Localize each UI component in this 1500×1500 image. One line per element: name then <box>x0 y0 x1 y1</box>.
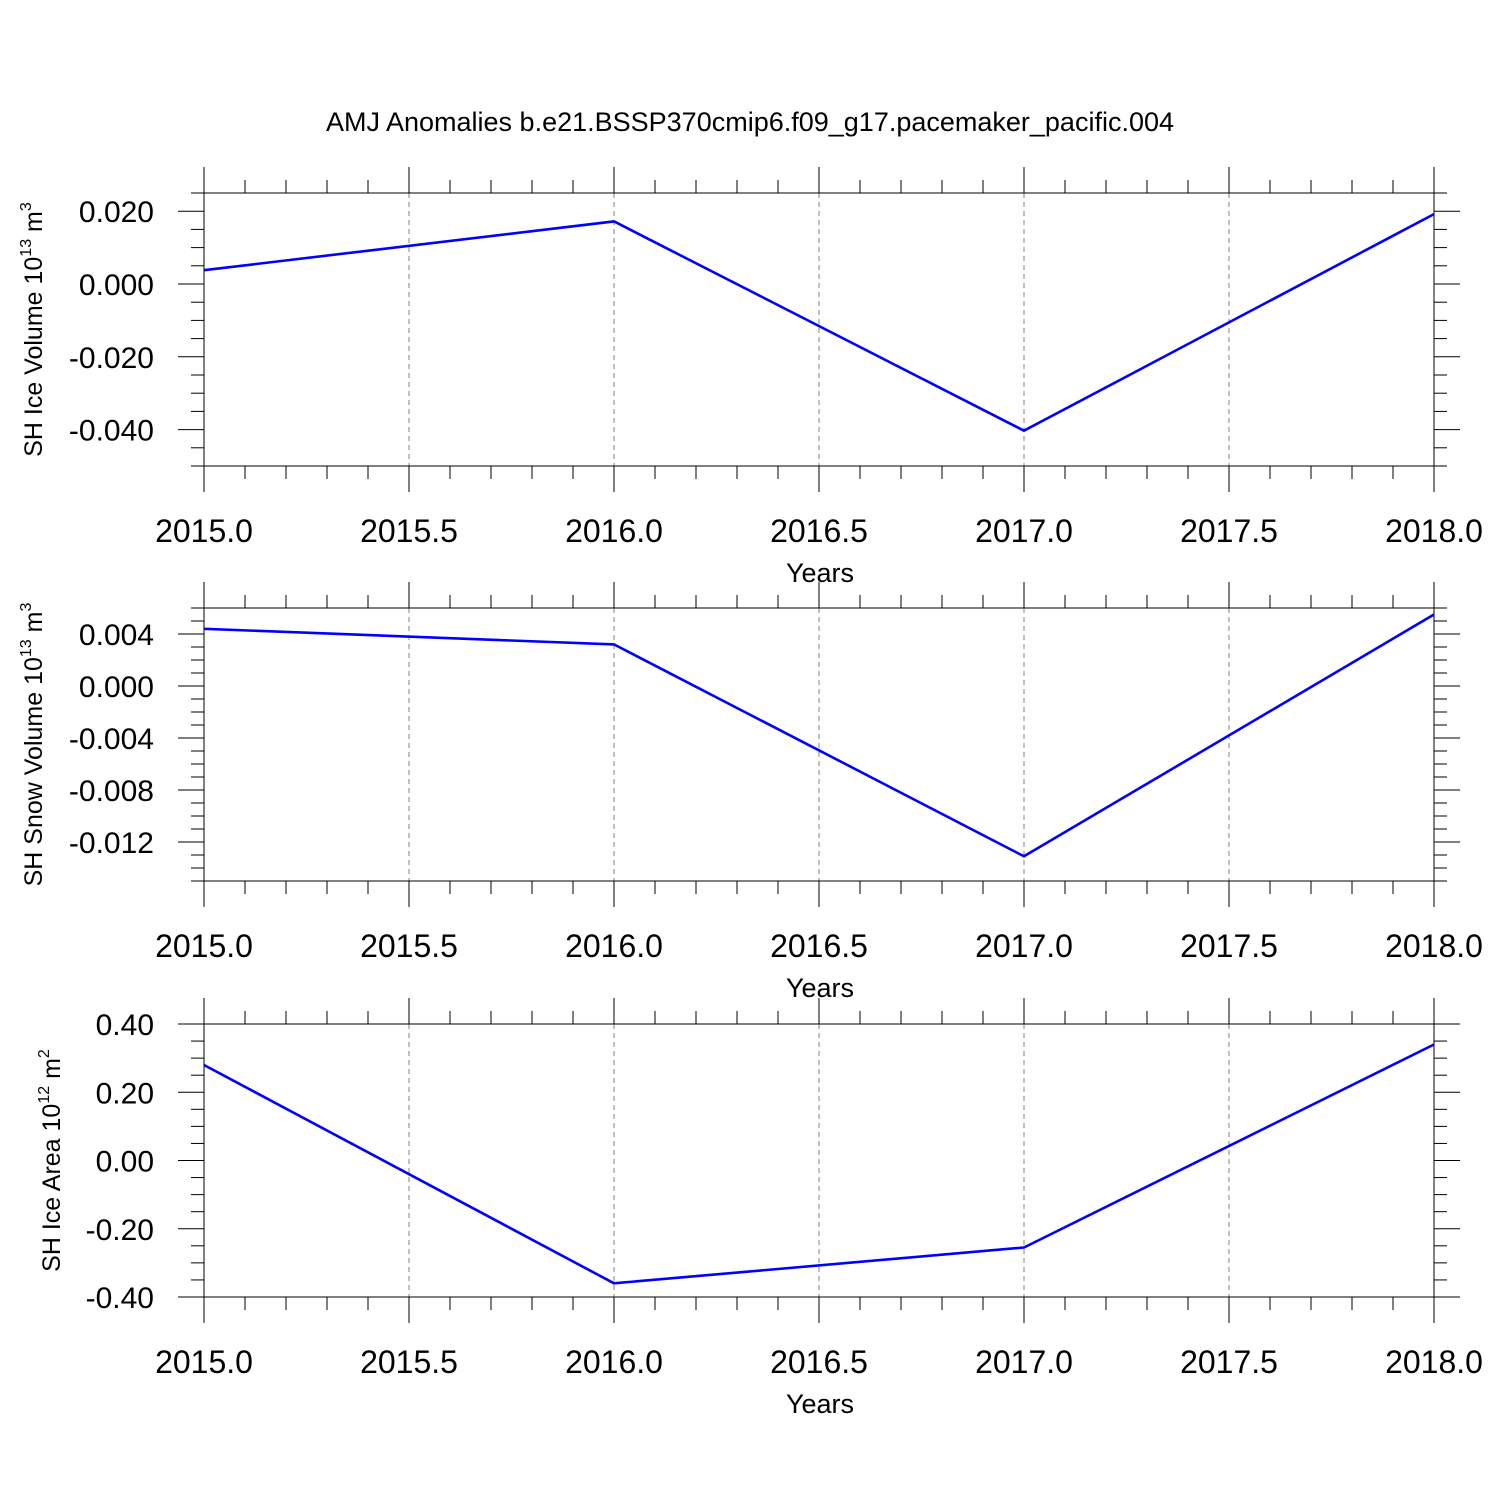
x-tick-label: 2017.5 <box>1180 1344 1278 1380</box>
x-tick-label: 2016.0 <box>565 513 663 549</box>
x-tick-label: 2016.0 <box>565 1344 663 1380</box>
x-axis-label: Years <box>786 558 854 588</box>
x-tick-label: 2016.0 <box>565 928 663 964</box>
x-tick-label: 2015.5 <box>360 1344 458 1380</box>
x-tick-label: 2018.0 <box>1385 513 1483 549</box>
x-tick-label: 2016.5 <box>770 513 868 549</box>
panel-1: 0.020 0.000 -0.020 -0.040 2015.0 2015.5 2016.0… <box>18 167 1483 588</box>
y-tick-label: 0.000 <box>79 269 154 302</box>
x-tick-label: 2016.5 <box>770 928 868 964</box>
y-tick-label: -0.020 <box>69 342 154 375</box>
y-tick-label: -0.20 <box>86 1214 154 1247</box>
series-line <box>203 212 1435 433</box>
x-tick-label: 2017.5 <box>1180 513 1278 549</box>
y-tick-label: 0.40 <box>96 1009 154 1042</box>
x-tick-label: 2015.0 <box>155 928 253 964</box>
panel-2: 0.004 0.000 -0.004 -0.008 -0.012 2015.0 2015.5… <box>18 582 1483 1003</box>
x-tick-label: 2017.0 <box>975 513 1073 549</box>
y-tick-label: -0.004 <box>69 723 154 756</box>
y-axis-label: SH Ice Area 1012 m2 <box>36 1049 66 1272</box>
panels: 0.020 0.000 -0.020 -0.040 2015.0 2015.5 2016.0… <box>18 167 1483 1419</box>
x-tick-label: 2017.0 <box>975 1344 1073 1380</box>
y-tick-label: 0.20 <box>96 1077 154 1110</box>
y-axis-label: SH Ice Volume 1013 m3 <box>18 202 48 457</box>
series-line <box>203 613 1435 858</box>
x-tick-label: 2018.0 <box>1385 928 1483 964</box>
x-tick-label: 2015.5 <box>360 928 458 964</box>
y-tick-label: -0.008 <box>69 775 154 808</box>
x-tick-label: 2015.5 <box>360 513 458 549</box>
y-tick-label: -0.040 <box>69 415 154 448</box>
y-axis-label: SH Snow Volume 1013 m3 <box>18 603 48 887</box>
y-tick-label: 0.00 <box>96 1146 154 1179</box>
y-tick-label: 0.000 <box>79 671 154 704</box>
y-tick-label: -0.012 <box>69 827 154 860</box>
x-tick-label: 2018.0 <box>1385 1344 1483 1380</box>
x-axis-label: Years <box>786 973 854 1003</box>
y-tick-label: -0.40 <box>86 1282 154 1315</box>
x-tick-label: 2017.0 <box>975 928 1073 964</box>
x-tick-label: 2015.0 <box>155 1344 253 1380</box>
x-tick-label: 2015.0 <box>155 513 253 549</box>
y-tick-label: 0.020 <box>79 196 154 229</box>
x-tick-label: 2016.5 <box>770 1344 868 1380</box>
figure-title: AMJ Anomalies b.e21.BSSP370cmip6.f09_g17… <box>326 107 1174 137</box>
x-axis-label: Years <box>786 1389 854 1419</box>
y-tick-label: 0.004 <box>79 619 154 652</box>
x-tick-label: 2017.5 <box>1180 928 1278 964</box>
series-line <box>203 1043 1435 1285</box>
